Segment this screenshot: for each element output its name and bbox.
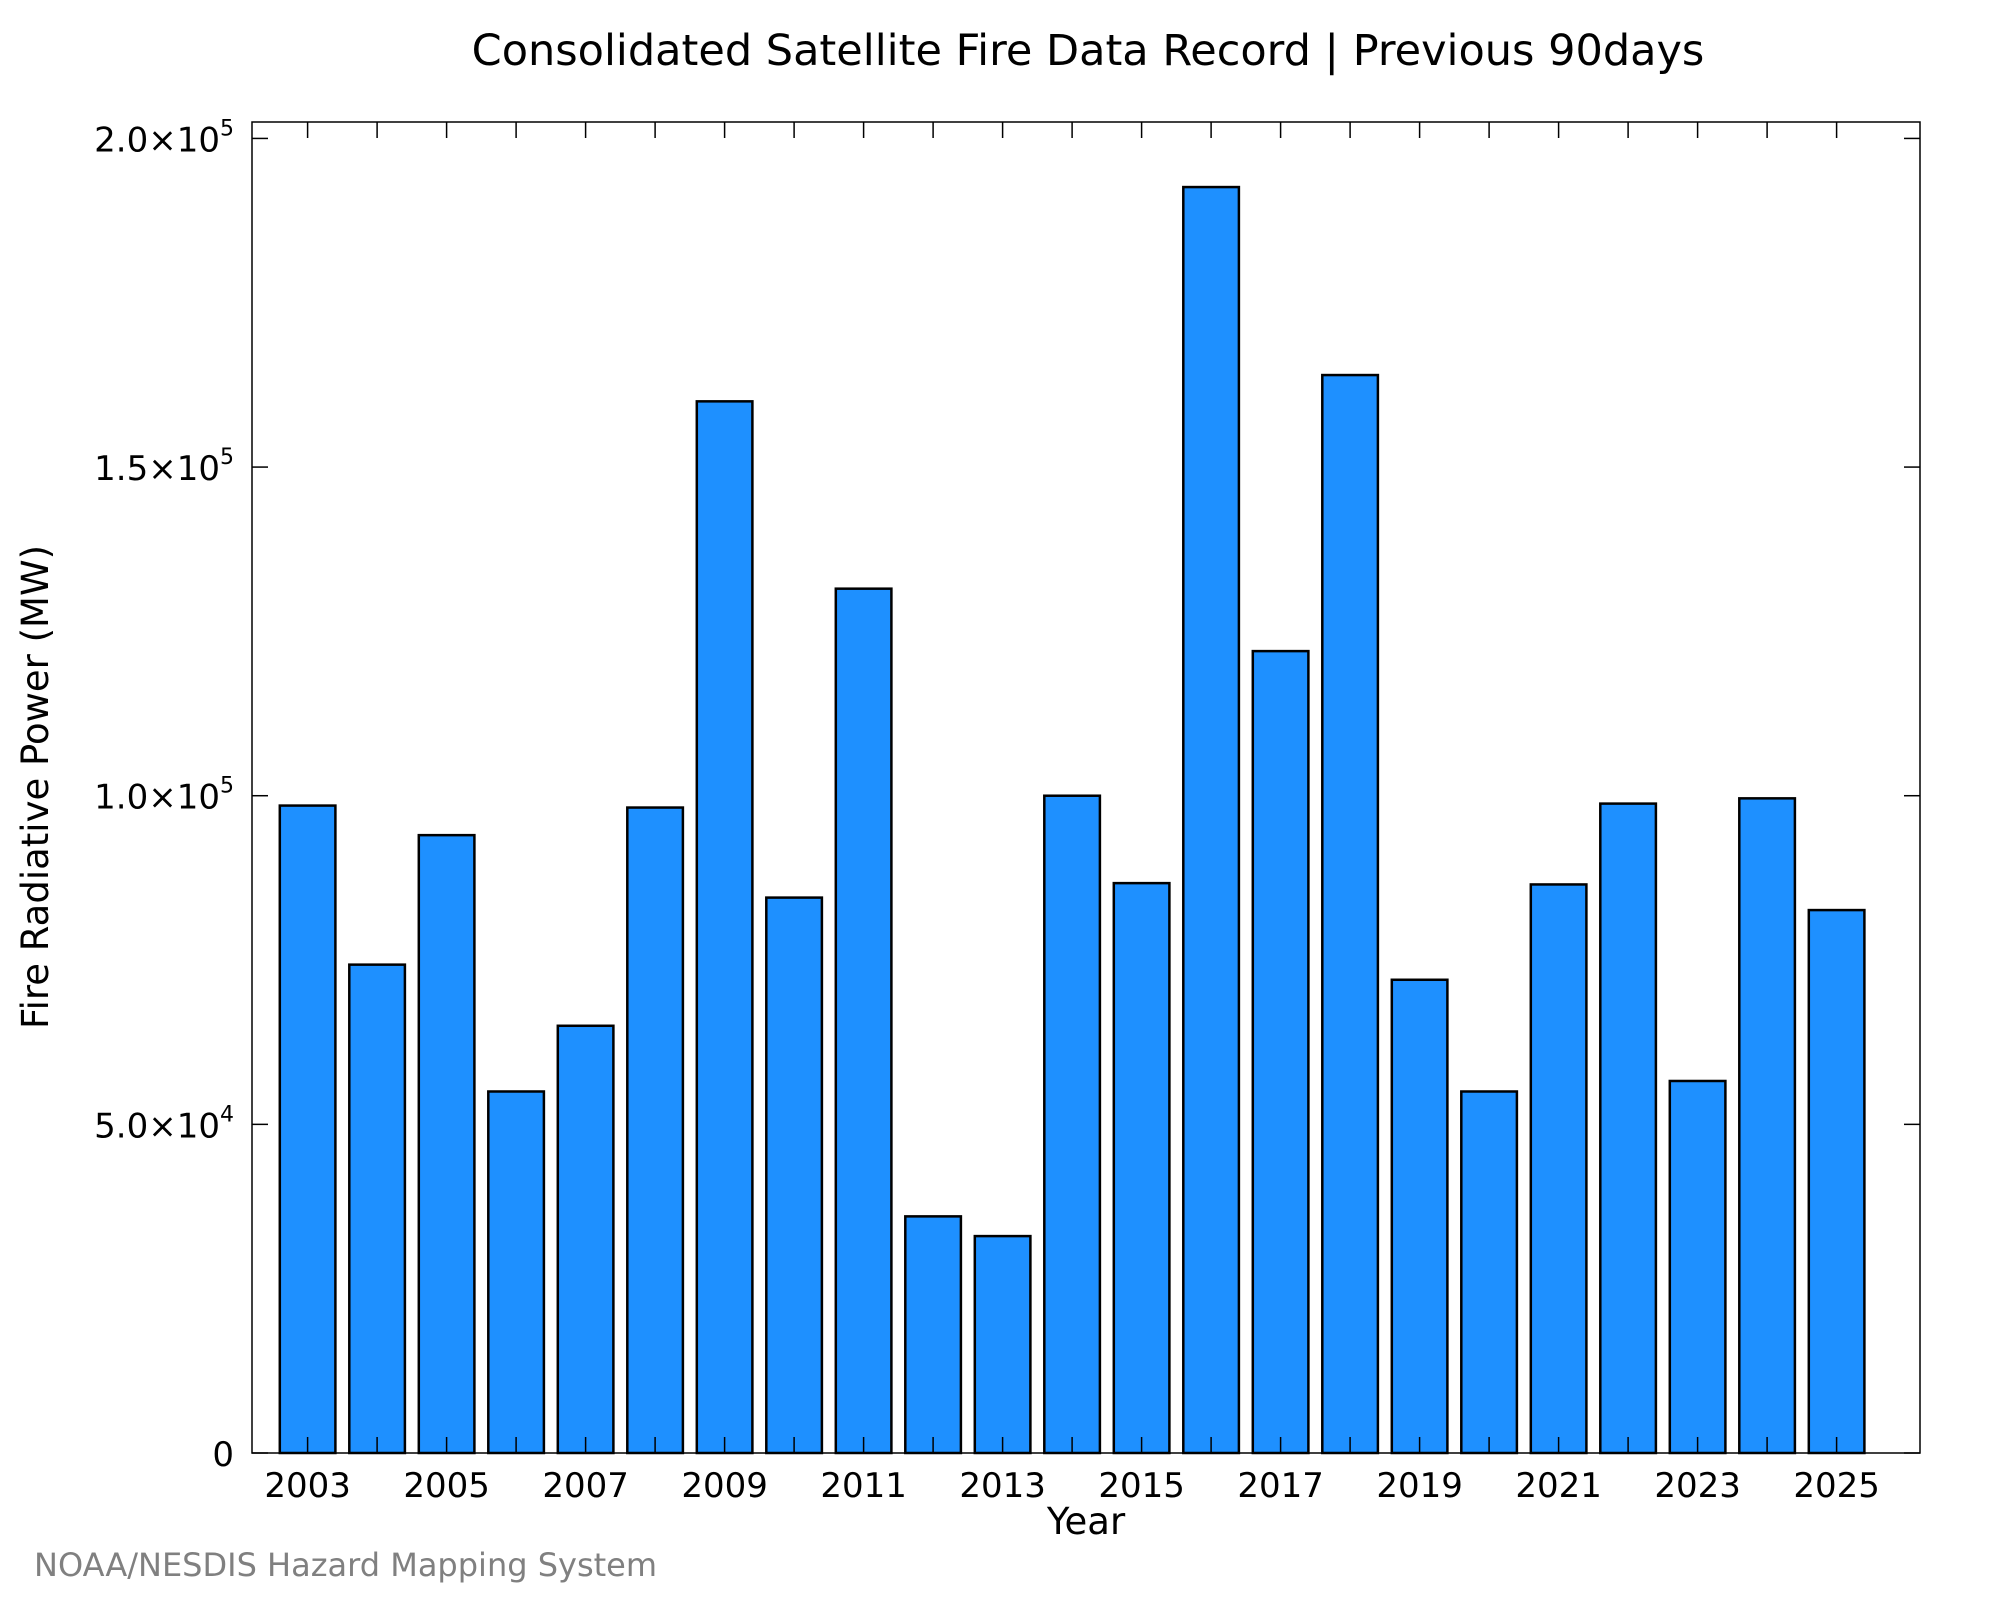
x-tick-label: 2005 [403, 1466, 490, 1506]
y-tick-label: 2.0×105 [94, 116, 234, 160]
bar-2005 [417, 833, 476, 1455]
y-axis-ticks: 0 5.0×104 1.0×105 1.5×105 2.0×105 [94, 116, 1920, 1475]
bar-2003 [278, 804, 337, 1455]
x-tick-label: 2017 [1237, 1466, 1324, 1506]
bar-2024 [1738, 797, 1797, 1455]
x-axis-label: Year [1046, 1500, 1126, 1543]
x-tick-label: 2021 [1515, 1466, 1602, 1506]
y-tick-label: 5.0×104 [94, 1102, 234, 1146]
bar-2022 [1599, 802, 1658, 1455]
bar-2007 [556, 1024, 615, 1455]
bar-2018 [1321, 373, 1380, 1455]
x-tick-label: 2015 [1098, 1466, 1185, 1506]
x-tick-label: 2013 [959, 1466, 1046, 1506]
x-tick-label: 2025 [1793, 1466, 1880, 1506]
bar-2010 [765, 896, 824, 1455]
x-axis-ticks: 2003 2005 2007 2009 2011 2013 2015 2017 2019 2021… [264, 122, 1880, 1506]
bar-2006 [487, 1090, 546, 1455]
x-tick-label: 2023 [1654, 1466, 1741, 1506]
bar-2021 [1529, 883, 1588, 1455]
bar-2011 [834, 587, 893, 1455]
bar-2016 [1182, 185, 1241, 1455]
y-axis-label: Fire Radiative Power (MW) [14, 545, 57, 1029]
credit-text: NOAA/NESDIS Hazard Mapping System [34, 1546, 657, 1584]
bar-2017 [1251, 649, 1310, 1455]
bars-group [278, 185, 1866, 1455]
x-tick-label: 2019 [1376, 1466, 1463, 1506]
plot-frame [251, 121, 1921, 1454]
bar-2004 [348, 963, 407, 1455]
bar-2012 [904, 1215, 963, 1455]
x-tick-label: 2011 [820, 1466, 907, 1506]
bar-2009 [695, 400, 754, 1455]
bar-2008 [626, 806, 685, 1455]
y-tick-label: 1.0×105 [94, 774, 234, 818]
bar-2014 [1043, 794, 1102, 1455]
bar-2015 [1112, 881, 1171, 1455]
y-tick-label: 0 [212, 1435, 234, 1475]
bar-2013 [973, 1234, 1032, 1455]
chart-title: Consolidated Satellite Fire Data Record … [472, 26, 1705, 76]
y-tick-label: 1.5×105 [94, 445, 234, 489]
x-tick-label: 2007 [542, 1466, 629, 1506]
bar-2020 [1460, 1090, 1519, 1455]
x-tick-label: 2009 [681, 1466, 768, 1506]
bar-2023 [1668, 1079, 1727, 1455]
bar-2025 [1807, 908, 1866, 1455]
x-tick-label: 2003 [264, 1466, 351, 1506]
bar-2019 [1390, 978, 1449, 1455]
